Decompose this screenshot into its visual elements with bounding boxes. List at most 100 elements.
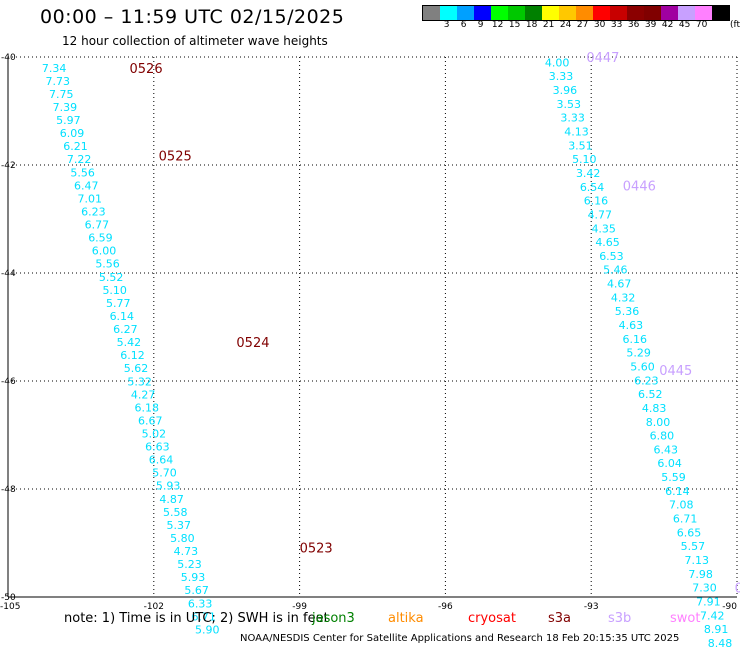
pass-time-label: 0526 xyxy=(130,62,163,77)
colorbar-label: 39 xyxy=(644,20,657,30)
colorbar-label: 9 xyxy=(477,20,484,30)
wave-height-point: 5.37 xyxy=(167,519,192,532)
wave-height-point: 7.13 xyxy=(684,554,709,567)
wave-height-point: 6.23 xyxy=(81,205,106,218)
pass-time-label: 0447 xyxy=(586,51,619,66)
colorbar-swatch xyxy=(644,6,661,20)
y-tick-label: -44 xyxy=(1,269,16,279)
colorbar-label: 33 xyxy=(610,20,623,30)
wave-height-point: 6.54 xyxy=(580,181,605,194)
colorbar-label: 3 xyxy=(443,20,450,30)
wave-height-point: 6.63 xyxy=(145,441,170,454)
legend-item-cryosat: cryosat xyxy=(468,611,516,626)
colorbar-swatch xyxy=(559,6,576,20)
colorbar-label: 24 xyxy=(559,20,572,30)
chart-title: 00:00 – 11:59 UTC 02/15/2025 xyxy=(40,6,345,28)
wave-height-point: 6.65 xyxy=(677,526,702,539)
wave-height-point: 6.16 xyxy=(622,333,647,346)
wave-height-point: 6.71 xyxy=(673,513,698,526)
wave-height-point: 6.23 xyxy=(634,374,659,387)
wave-height-point: 7.08 xyxy=(669,499,694,512)
y-tick-label: -48 xyxy=(1,485,16,495)
wave-height-point: 6.14 xyxy=(110,310,135,323)
colorbar-swatch xyxy=(423,6,440,20)
colorbar-label: 30 xyxy=(593,20,606,30)
colorbar-swatch xyxy=(678,6,695,20)
wave-height-point: 5.93 xyxy=(156,480,181,493)
x-tick-label: -105 xyxy=(0,602,20,612)
pass-time-label: 0446 xyxy=(623,180,656,195)
wave-height-point: 5.77 xyxy=(106,297,131,310)
colorbar-labels: 3 6 9 12 15 18 21 24 27 30 33 36 39 42 45 70 xyxy=(422,20,728,34)
colorbar-label: 18 xyxy=(525,20,538,30)
wave-height-point: 5.46 xyxy=(603,264,628,277)
wave-height-point: 4.77 xyxy=(588,208,613,221)
wave-height-point: 7.30 xyxy=(692,582,717,595)
pass-time-label: 0524 xyxy=(236,336,269,351)
legend-item-jason3: jason3 xyxy=(312,611,355,626)
colorbar-label: 36 xyxy=(627,20,640,30)
wave-height-point: 4.32 xyxy=(611,291,636,304)
wave-height-point: 5.32 xyxy=(127,375,152,388)
colorbar-swatch xyxy=(525,6,542,20)
colorbar-swatch xyxy=(661,6,678,20)
wave-height-point: 7.42 xyxy=(700,609,725,622)
wave-height-point: 5.56 xyxy=(70,166,95,179)
wave-height-point: 5.59 xyxy=(661,471,686,484)
wave-height-point: 5.90 xyxy=(195,623,220,636)
wave-height-point: 6.53 xyxy=(599,250,624,263)
colorbar-label: 15 xyxy=(508,20,521,30)
colorbar-swatch xyxy=(491,6,508,20)
x-tick-label: -99 xyxy=(292,602,307,612)
wave-height-point: 5.36 xyxy=(615,305,640,318)
colorbar-label: 45 xyxy=(678,20,691,30)
colorbar-swatch xyxy=(474,6,491,20)
wave-height-point: 7.91 xyxy=(696,595,721,608)
wave-height-point: 6.21 xyxy=(63,140,88,153)
wave-height-point: 5.10 xyxy=(572,153,597,166)
wave-height-point: 5.67 xyxy=(184,584,209,597)
wave-height-point: 5.56 xyxy=(95,258,120,271)
wave-height-point: 5.10 xyxy=(102,284,127,297)
wave-height-point: 6.80 xyxy=(650,430,675,443)
wave-height-point: 8.91 xyxy=(704,623,729,636)
wave-height-point: 3.42 xyxy=(576,167,601,180)
wave-height-point: 4.00 xyxy=(545,56,570,69)
wave-height-point: 4.63 xyxy=(619,319,644,332)
legend-item-altika: altika xyxy=(388,611,424,626)
wave-height-point: 3.51 xyxy=(568,139,593,152)
wave-height-point: 6.47 xyxy=(74,179,99,192)
colorbar-swatch xyxy=(627,6,644,20)
pass-time-label: 0523 xyxy=(300,541,333,556)
footnote: note: 1) Time is in UTC; 2) SWH is in fe… xyxy=(64,611,329,626)
wave-height-point: 5.93 xyxy=(181,571,206,584)
wave-height-point: 6.00 xyxy=(92,245,117,258)
wave-height-point: 5.97 xyxy=(56,114,81,127)
y-tick-label: -42 xyxy=(1,161,16,171)
wave-height-point: 6.27 xyxy=(113,323,138,336)
credit-line: NOAA/NESDIS Center for Satellite Applica… xyxy=(240,633,680,644)
colorbar-label: 12 xyxy=(491,20,504,30)
wave-height-point: 4.83 xyxy=(642,402,667,415)
colorbar-label: 27 xyxy=(576,20,589,30)
colorbar-label: 70 xyxy=(695,20,708,30)
colorbar-swatch xyxy=(508,6,525,20)
wave-height-point: 4.73 xyxy=(174,545,199,558)
wave-height-point: 6.16 xyxy=(584,195,609,208)
colorbar-swatch xyxy=(593,6,610,20)
wave-height-point: 3.33 xyxy=(560,112,585,125)
wave-height-point: 6.52 xyxy=(638,388,663,401)
wave-height-point: 4.67 xyxy=(607,278,632,291)
wave-height-point: 7.34 xyxy=(42,62,67,75)
pass-time-label: 0445 xyxy=(659,364,692,379)
wave-height-point: 6.59 xyxy=(88,232,113,245)
chart-subtitle: 12 hour collection of altimeter wave hei… xyxy=(62,34,328,48)
wave-height-point: 5.29 xyxy=(626,347,651,360)
wave-height-point: 4.35 xyxy=(591,222,616,235)
wave-height-point: 3.33 xyxy=(549,70,574,83)
y-tick-label: -50 xyxy=(1,593,16,603)
wave-height-point: 7.22 xyxy=(67,153,92,166)
wave-height-point: 6.04 xyxy=(657,457,682,470)
wave-height-point: 5.02 xyxy=(142,427,167,440)
